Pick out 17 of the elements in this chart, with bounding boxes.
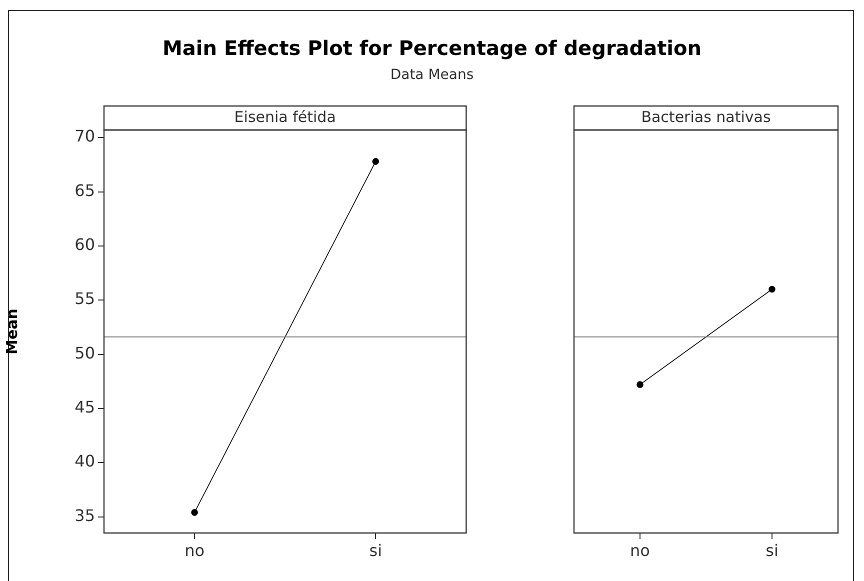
x-axis-title: Eisenia fétida [234, 108, 336, 126]
y-axis-title: Mean [2, 308, 21, 354]
x-tick-label: no [630, 540, 650, 560]
x-tick-label: si [369, 540, 382, 560]
y-tick-label: 60 [74, 235, 95, 254]
y-tick-label: 65 [74, 180, 95, 200]
chart-subtitle: Data Means [389, 67, 475, 83]
x-tick-label: no [184, 540, 205, 560]
chart-title: Main Effects Plot for Percentage of degradation [161, 36, 703, 60]
y-tick-label: 55 [74, 289, 95, 308]
y-tick-label: 50 [74, 343, 95, 362]
y-tick-label: 35 [74, 506, 95, 525]
x-tick-label: si [766, 540, 778, 560]
x-axis-title: Bacterias nativas [641, 108, 771, 126]
y-tick-label: 70 [74, 126, 95, 146]
y-tick-label: 45 [74, 398, 95, 417]
y-tick-label: 40 [74, 452, 95, 471]
